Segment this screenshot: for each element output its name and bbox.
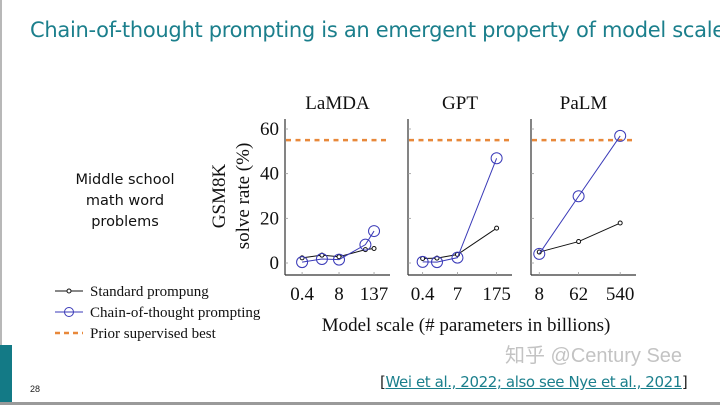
cot-point — [368, 225, 381, 238]
description-line: problems — [91, 214, 159, 230]
task-description: Middle school math word problems — [60, 170, 190, 233]
x-tick-label: 8 — [334, 284, 344, 305]
standard-point — [617, 220, 623, 226]
cot-point — [296, 256, 309, 269]
x-tick-label: 175 — [482, 284, 511, 305]
slide-left-border — [0, 0, 2, 405]
y-tick-label: 60 — [260, 119, 279, 140]
legend-cot-marker — [64, 307, 74, 317]
legend-prior-label: Prior supervised best — [90, 326, 217, 342]
cot-point — [315, 252, 328, 265]
cot-point — [430, 256, 443, 269]
accent-bar — [0, 345, 12, 403]
citation-bracket-close: ] — [681, 373, 688, 391]
standard-line — [422, 227, 497, 260]
y-axis-label: GSM8K solve rate (%) — [209, 143, 254, 250]
citation-link[interactable]: Wei et al., 2022; also see Nye et al., 2… — [385, 373, 682, 391]
x-tick-label: 8 — [535, 284, 545, 305]
x-tick-label: 540 — [606, 284, 635, 305]
panel-title: LaMDA — [305, 93, 370, 114]
slide-bottom-border — [0, 402, 720, 405]
slide-title: Chain-of-thought prompting is an emergen… — [30, 18, 720, 42]
cot-point — [614, 129, 627, 142]
cot-point — [451, 251, 464, 264]
panel-title: PaLM — [560, 93, 608, 114]
x-axis-label: Model scale (# parameters in billions) — [322, 315, 611, 336]
page-number: 28 — [30, 384, 41, 394]
standard-point — [494, 225, 500, 231]
citation: [Wei et al., 2022; also see Nye et al., … — [380, 373, 688, 391]
cot-point — [572, 190, 585, 203]
x-tick-label: 0.4 — [290, 284, 314, 305]
legend-cot-label: Chain-of-thought prompting — [90, 305, 261, 321]
x-tick-label: 7 — [453, 284, 463, 305]
y-tick-label: 40 — [260, 164, 279, 185]
standard-point — [336, 254, 342, 260]
panel-title: GPT — [442, 93, 478, 114]
y-axis-label-line1: GSM8K — [209, 164, 230, 229]
watermark: 知乎 @Century See — [505, 345, 683, 367]
legend-standard-marker — [66, 288, 72, 294]
legend: Standard prompung Chain-of-thought promp… — [55, 284, 261, 342]
cot-point — [490, 152, 503, 165]
y-axis-label-line2: solve rate (%) — [233, 143, 254, 250]
y-tick-label: 20 — [260, 208, 279, 229]
standard-point — [576, 239, 582, 245]
cot-line — [538, 135, 621, 255]
cot-point — [333, 253, 346, 266]
cot-point — [359, 238, 372, 251]
standard-line — [539, 222, 621, 253]
cot-point — [416, 255, 429, 268]
cot-point — [533, 247, 546, 260]
x-tick-label: 0.4 — [411, 284, 435, 305]
description-line: math word — [85, 193, 165, 209]
description-line: Middle school — [75, 172, 175, 188]
citation-bracket-open: [ — [380, 373, 386, 391]
x-tick-label: 62 — [569, 284, 588, 305]
cot-line — [422, 158, 498, 263]
standard-point — [420, 256, 426, 262]
y-tick-label: 0 — [270, 253, 280, 274]
x-tick-label: 137 — [360, 284, 389, 305]
legend-standard-label: Standard prompung — [90, 284, 209, 300]
standard-point — [371, 245, 377, 251]
